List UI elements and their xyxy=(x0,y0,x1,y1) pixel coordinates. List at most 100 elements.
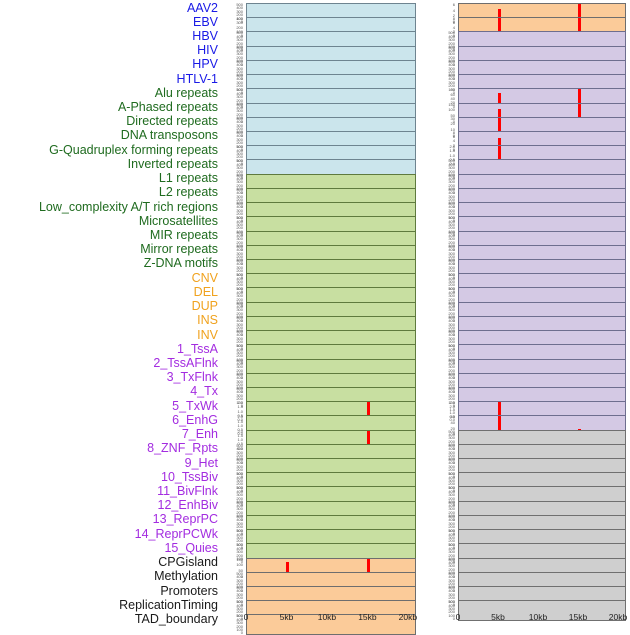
left-ytick-group-5: 0 100 200 300 400 500 xyxy=(222,74,244,95)
right-ytick-label: 100 xyxy=(448,527,455,533)
right-ytick-group-23: 0 100 200 300 400 500 xyxy=(434,330,456,351)
left-ytick-label: 2.0 xyxy=(237,400,243,406)
right-ytick-label: 500 xyxy=(448,73,455,79)
left-ytick-label: 400 xyxy=(236,48,243,54)
right-ytick-label: 100 xyxy=(448,228,455,234)
left-ytick-label: 0 xyxy=(240,587,243,593)
right-ytick-label: 200 xyxy=(448,367,455,373)
left-ytick-label: 500 xyxy=(236,300,243,306)
track-label-promoters: Promoters xyxy=(160,583,218,598)
left-ytick-label: 500 xyxy=(236,385,243,391)
left-ytick-label: 0 xyxy=(240,360,243,366)
left-ytick-label: 0 xyxy=(240,61,243,67)
right-ytick-label: 500 xyxy=(448,442,455,448)
left-ytick-label: 200 xyxy=(236,453,243,458)
left-ytick-label: 500 xyxy=(236,158,243,164)
left-ytick-label: 300 xyxy=(236,392,243,398)
right-ytick-label: 1.5 xyxy=(449,148,455,154)
left-ytick-group-30: 0.0 0.5 1.0 1.5 2.0 xyxy=(222,429,244,451)
right-xtick-label: 5kb xyxy=(491,612,505,622)
left-ytick-label: 200 xyxy=(236,182,243,188)
right-ytick-label: 300 xyxy=(448,492,455,498)
right-ytick-label: 500 xyxy=(448,186,455,192)
right-ytick-group-27: 0 100 200 300 400 500 xyxy=(434,386,456,408)
right-ytick-group-39: 0 100 200 300 400 500 xyxy=(434,557,456,579)
right-ytick-label: 100 xyxy=(448,499,455,505)
track-label-del: DEL xyxy=(193,284,218,299)
left-ytick-label: 0 xyxy=(240,374,243,380)
right-ytick-group-28: 0.0 0.5 1.0 1.5 2.0 2.5 xyxy=(434,401,456,422)
right-ytick-label: 80 xyxy=(450,87,455,93)
right-ytick-label: 0 xyxy=(452,90,455,96)
left-ytick-label: 400 xyxy=(236,62,243,68)
left-ytick-label: 400 xyxy=(236,446,243,452)
left-ytick-label: 100 xyxy=(236,200,243,206)
left-ytick-label: 400 xyxy=(236,460,243,466)
track-label-inv: INV xyxy=(197,327,218,342)
right-ytick-label: 200 xyxy=(448,396,455,402)
right-ytick-label: 100 xyxy=(448,314,455,320)
left-ytick-label: 1.0 xyxy=(237,437,243,443)
left-ytick-label: 300 xyxy=(236,307,243,313)
right-ytick-label: 300 xyxy=(448,563,455,569)
left-ytick-label: 200 xyxy=(236,552,243,558)
left-ytick-label: 500 xyxy=(236,73,243,79)
left-ytick-label: 100 xyxy=(236,228,243,234)
left-ytick-group-16: 0 100 200 300 400 500 xyxy=(222,229,244,252)
right-ytick-label: 0 xyxy=(452,189,455,195)
right-ytick-label: 200 xyxy=(448,325,455,331)
left-ytick-label: 500 xyxy=(236,30,243,36)
left-ytick-group-19: 0 100 200 300 400 500 xyxy=(222,273,244,294)
left-ytick-label: 100 xyxy=(236,399,243,405)
right-ytick-label: 0 xyxy=(452,132,455,138)
left-ytick-label: 500 xyxy=(236,371,243,377)
left-ytick-label: 200 xyxy=(236,168,243,174)
right-ytick-label: 400 xyxy=(448,48,455,54)
right-ytick-label: 200 xyxy=(448,182,455,188)
track-label-column: AAV2 EBV HBV HIV HPV HTLV-1 Alu repeats A-Phase… xyxy=(0,0,220,626)
left-ytick-label: 400 xyxy=(236,218,243,224)
right-ytick-label: 0.5 xyxy=(449,413,455,419)
left-ytick-label: 100 xyxy=(236,612,243,618)
left-ytick-label: 0.0 xyxy=(237,445,243,451)
left-ytick-group-7: 0 100 200 300 400 500 xyxy=(222,102,244,124)
track-label-ins: INS xyxy=(197,313,218,328)
right-ytick-label: 0 xyxy=(452,388,455,394)
right-ytick-group-40: 0 100 200 300 400 500 xyxy=(434,571,456,593)
left-ytick-label: 200 xyxy=(236,595,243,601)
right-ytick-label: 200 xyxy=(448,609,455,615)
left-ytick-label: 200 xyxy=(236,580,243,586)
left-ytick-label: 400 xyxy=(236,16,243,22)
left-ytick-label: 400 xyxy=(236,503,243,509)
left-ytick-label: 100 xyxy=(236,385,243,391)
left-ytick-label: 200 xyxy=(236,339,243,345)
left-ytick-label: 0 xyxy=(240,146,243,152)
left-ytick-label: 400 xyxy=(236,275,243,281)
left-ytick-label: 100 xyxy=(236,499,243,505)
left-ytick-label: 100 xyxy=(236,243,243,249)
left-ytick-group-1: 0 100 200 300 400 xyxy=(222,17,244,38)
right-ytick-group-38: 0 100 200 300 400 500 xyxy=(434,543,456,564)
left-ytick-label: 300 xyxy=(236,620,243,626)
right-ytick-label: 8 xyxy=(452,16,455,22)
left-ytick-label: 500 xyxy=(236,329,243,335)
right-ytick-label: 0 xyxy=(452,488,455,494)
left-ytick-label: 200 xyxy=(236,310,243,316)
left-ytick-label: 500 xyxy=(236,229,243,235)
right-xtick-label: 0 xyxy=(455,612,461,622)
left-ytick-label: 100 xyxy=(236,371,243,377)
left-ytick-label: 0 xyxy=(240,502,243,508)
right-track-42[interactable] xyxy=(458,600,626,622)
right-ytick-label: 200 xyxy=(448,438,455,444)
left-ytick-label: 200 xyxy=(236,239,243,245)
right-ytick-label: 100 xyxy=(448,58,455,64)
left-ytick-label: 0 xyxy=(240,474,243,480)
right-xtick-label: 20kb xyxy=(608,612,628,622)
right-ytick-label: 0 xyxy=(452,431,455,437)
left-ytick-label: 300 xyxy=(236,207,243,213)
left-ytick-group-12: 0 100 200 300 400 500 xyxy=(222,173,244,195)
right-ytick-label: 200 xyxy=(448,566,455,572)
right-ytick-label: 2 xyxy=(452,28,455,34)
right-ytick-group-34: 0 100 200 300 400 500 xyxy=(434,486,456,507)
